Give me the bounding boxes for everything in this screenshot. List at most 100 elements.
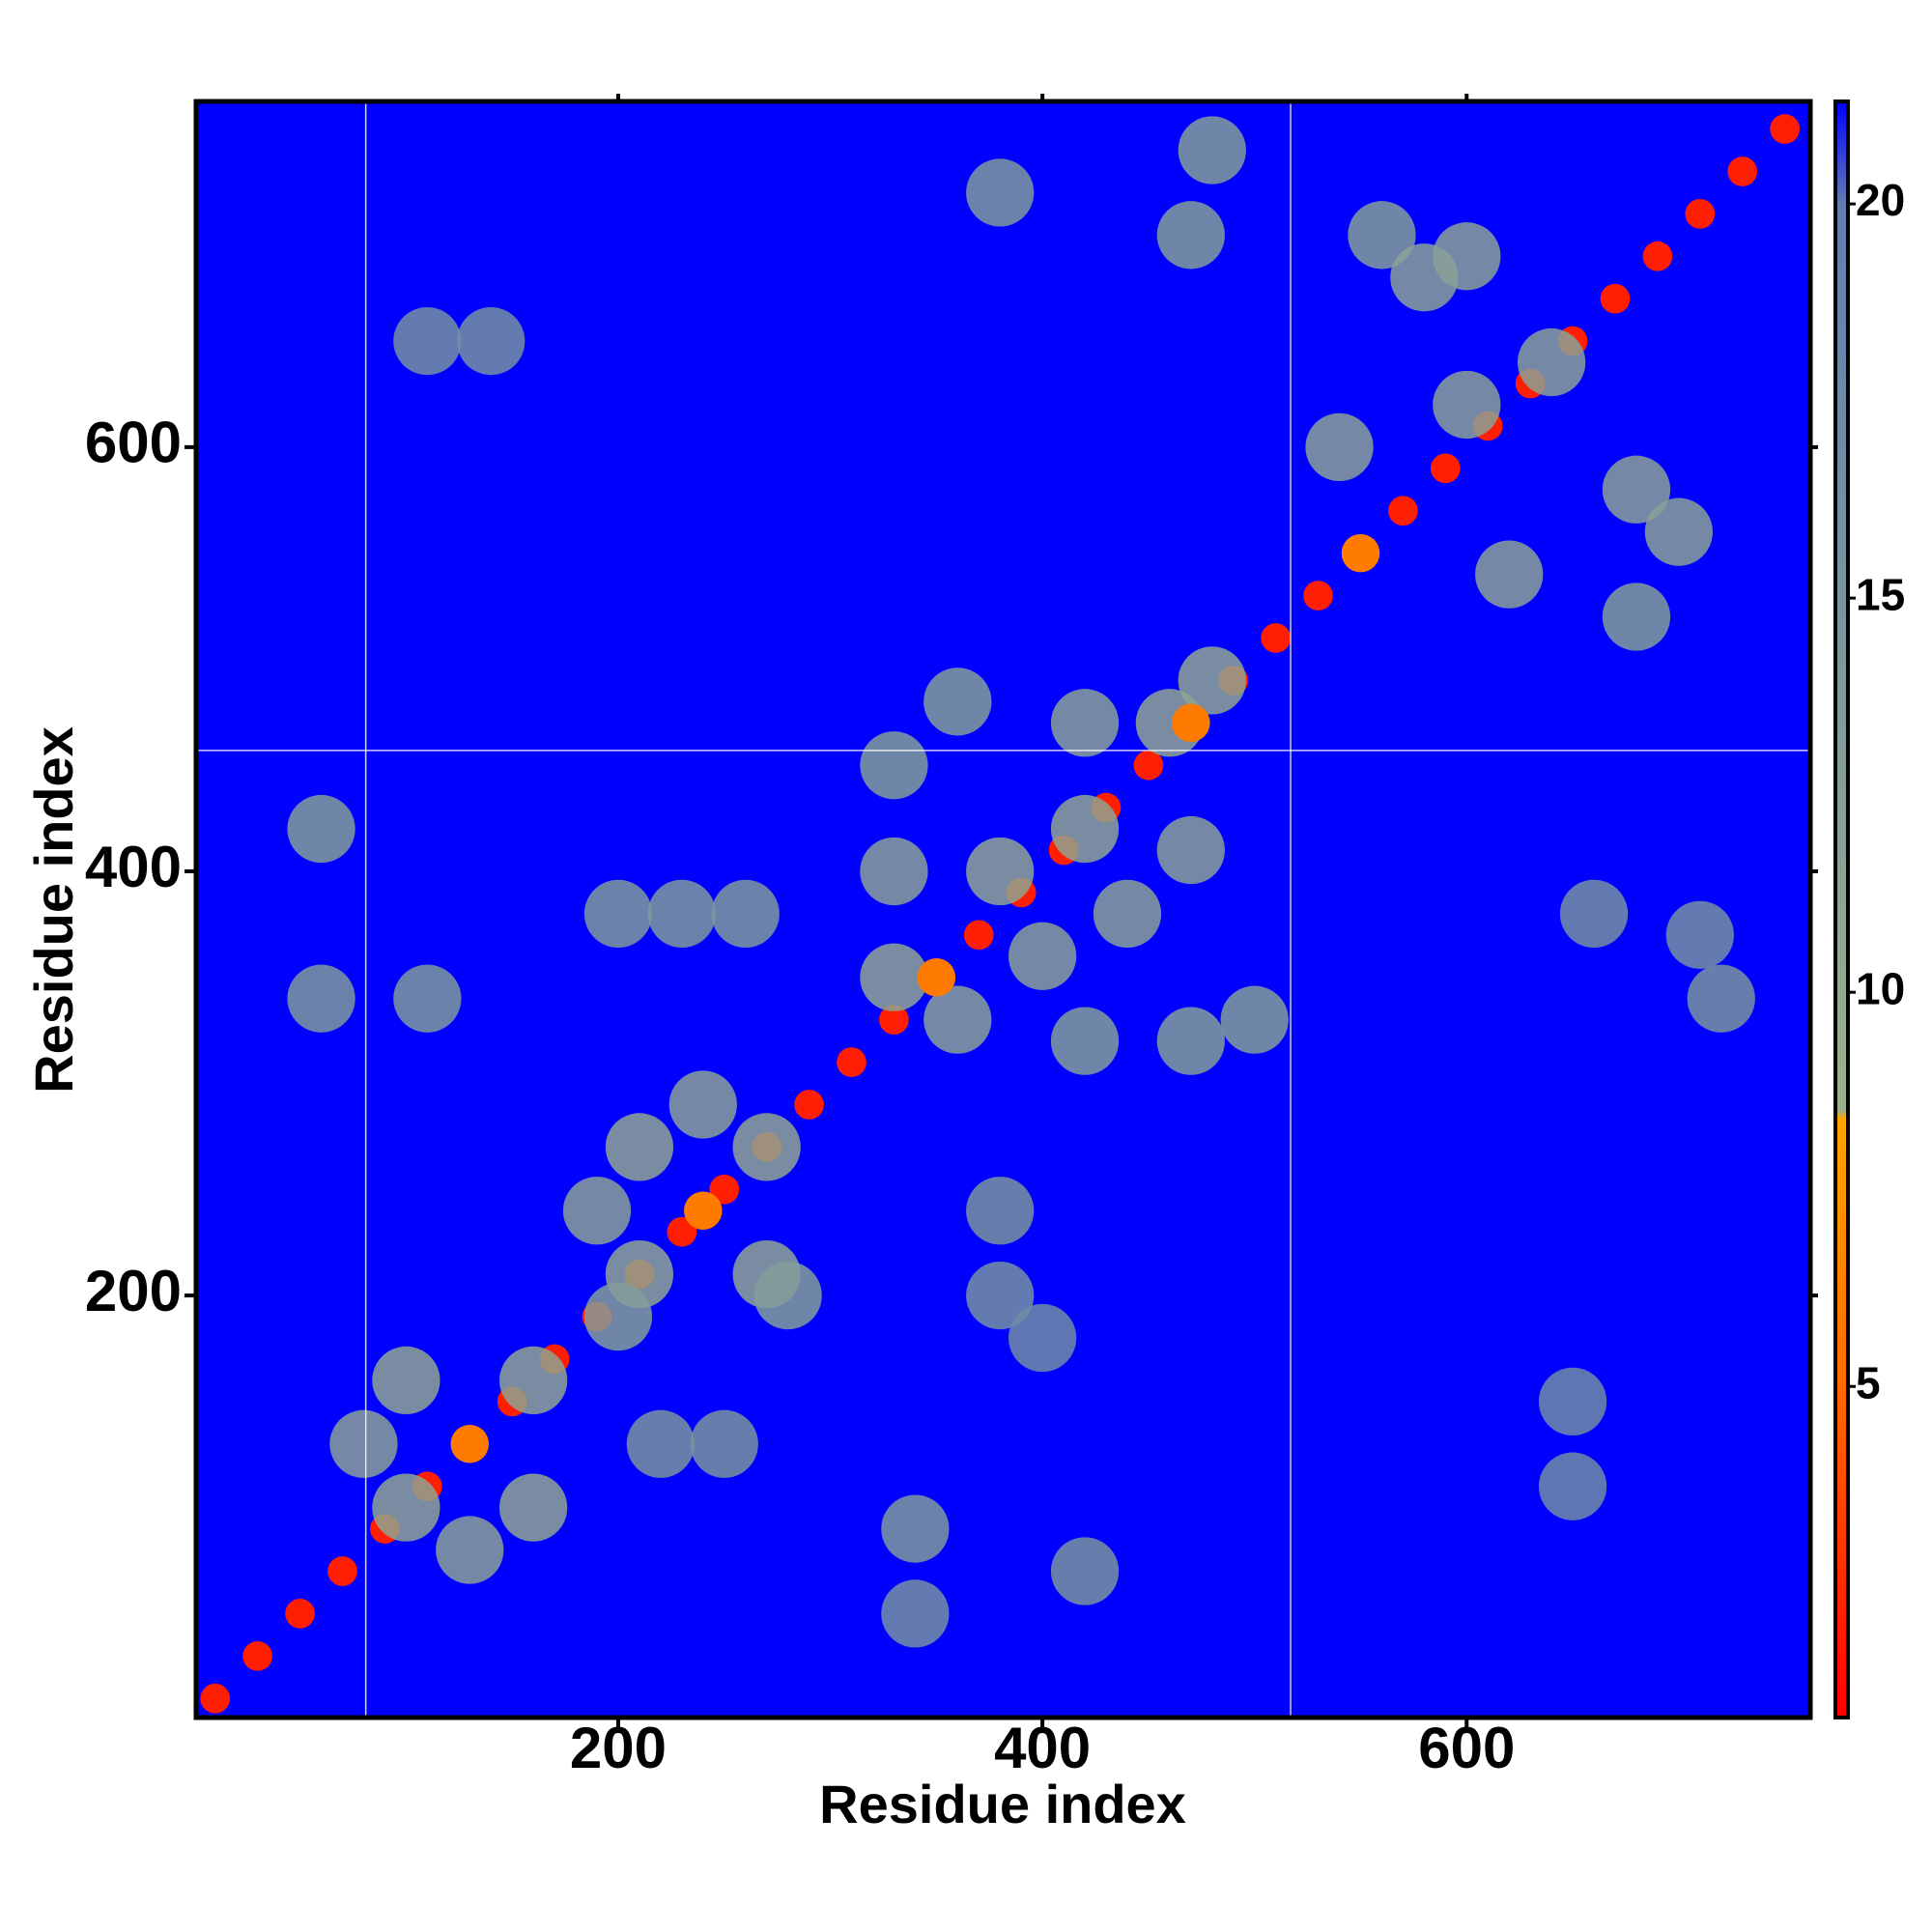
heatmap-cell (1600, 283, 1631, 314)
heatmap-cell (794, 1090, 824, 1120)
heatmap-cell (1602, 455, 1671, 524)
heatmap-cell (450, 1425, 490, 1463)
heatmap-cell (498, 1346, 568, 1415)
heatmap-cell (1050, 794, 1120, 864)
heatmap-cell (1133, 750, 1164, 781)
heatmap-cell (1475, 540, 1544, 609)
heatmap-cell (1156, 201, 1225, 270)
heatmap-cell (287, 964, 355, 1033)
x-axis-label: Residue index (819, 1774, 1186, 1834)
heatmap-cell (1050, 1537, 1120, 1605)
heatmap-cell (329, 1409, 398, 1478)
heatmap-cell (753, 1261, 822, 1330)
cells (200, 114, 1801, 1714)
heatmap-cell (1665, 900, 1734, 969)
heatmap-cell (684, 1191, 723, 1231)
heatmap-cell (583, 879, 653, 949)
heatmap-cell (1433, 370, 1501, 440)
heatmap-cell (1050, 1007, 1120, 1075)
heatmap-cell (1770, 114, 1801, 144)
y-tick-label: 400 (85, 835, 182, 899)
x-tick-label: 600 (1418, 1716, 1515, 1780)
colorbar-tick-label: 5 (1856, 1357, 1881, 1407)
heatmap-cell (1559, 879, 1629, 949)
heatmap-cell (200, 1683, 231, 1714)
colorbar-tick-label: 10 (1856, 963, 1905, 1013)
heatmap-cell (393, 964, 462, 1033)
heatmap-cell (1220, 985, 1289, 1054)
heatmap-cell (667, 1216, 697, 1247)
heatmap-cell (879, 1005, 909, 1036)
x-tick-label: 400 (994, 1716, 1091, 1780)
heatmap-cell (242, 1640, 273, 1671)
heatmap-cell (923, 985, 992, 1054)
heatmap-cell (732, 1113, 801, 1181)
heatmap-cell (287, 794, 355, 864)
heatmap-cell (372, 1473, 440, 1542)
heatmap-cell (966, 1261, 1035, 1330)
colorbar (1833, 99, 1850, 1719)
heatmap-cell (285, 1599, 315, 1629)
heatmap-cell (327, 1556, 357, 1586)
heatmap-cell (1388, 496, 1418, 526)
heatmap-cell (1602, 582, 1671, 651)
heatmap-cell (1687, 964, 1755, 1033)
heatmap-cell (1727, 156, 1758, 186)
heatmap-cell (860, 731, 928, 800)
heatmap-cell (1390, 243, 1459, 312)
heatmap-cell (562, 1177, 632, 1245)
colorbar-tick-label: 20 (1856, 175, 1905, 225)
heatmap-cell (690, 1409, 758, 1478)
plot-frame (193, 99, 1813, 1720)
heatmap-cell (923, 668, 992, 736)
heatmap-cell (1538, 1367, 1607, 1435)
heatmap-cell (1430, 453, 1461, 484)
heatmap-cell (1303, 581, 1333, 611)
heatmap-cell (881, 1494, 950, 1563)
heatmap-cell (881, 1579, 950, 1648)
heatmap-cell (1156, 815, 1225, 885)
heatmap-cell (709, 1174, 740, 1205)
heatmap-cell (1348, 201, 1416, 270)
heatmap-cell (837, 1047, 867, 1077)
y-tick-label: 200 (85, 1259, 182, 1323)
heatmap-cell (963, 920, 994, 951)
heatmap-cell (457, 306, 526, 376)
heatmap-cell (372, 1346, 440, 1415)
heatmap-cell (711, 879, 780, 949)
heatmap-cell (1156, 1007, 1225, 1075)
heatmap-cell (917, 957, 956, 997)
heatmap-cell (1305, 412, 1374, 482)
heatmap-cell (966, 837, 1035, 906)
heatmap-cell (626, 1409, 696, 1478)
y-axis-label: Residue index (23, 726, 84, 1094)
heatmap-cell (1178, 646, 1246, 715)
heatmap-cell (668, 1070, 737, 1139)
heatmap-cell (498, 1473, 568, 1542)
heatmap-cell (1538, 1452, 1607, 1520)
heatmap-cell (966, 1177, 1035, 1245)
heatmap-cell (1644, 497, 1713, 566)
heatmap-cell (1642, 241, 1673, 271)
heatmap-cell (1685, 198, 1716, 229)
heatmap-cell (1178, 116, 1246, 185)
heatmap-cell (583, 1282, 653, 1351)
heatmap-cell (605, 1113, 674, 1181)
heatmap-cell (1008, 922, 1077, 990)
y-tick-label: 600 (85, 411, 182, 475)
heatmap-cell (1093, 879, 1162, 949)
heatmap-cell (1341, 533, 1380, 573)
heatmap-cell (393, 306, 462, 376)
heatmap-cell (966, 158, 1035, 227)
heatmap-cell (1008, 1303, 1077, 1373)
heatmap-cell (1172, 703, 1210, 743)
heatmap-cell (860, 837, 928, 906)
heatmap-cell (436, 1516, 504, 1584)
heatmap-cell (860, 943, 928, 1011)
heatmap-cell (1517, 327, 1586, 397)
colorbar-tick-label: 15 (1856, 569, 1905, 619)
heatmap-cell (1050, 689, 1120, 757)
heatmap-cell (1261, 623, 1292, 653)
heatmap-cell (647, 879, 716, 949)
